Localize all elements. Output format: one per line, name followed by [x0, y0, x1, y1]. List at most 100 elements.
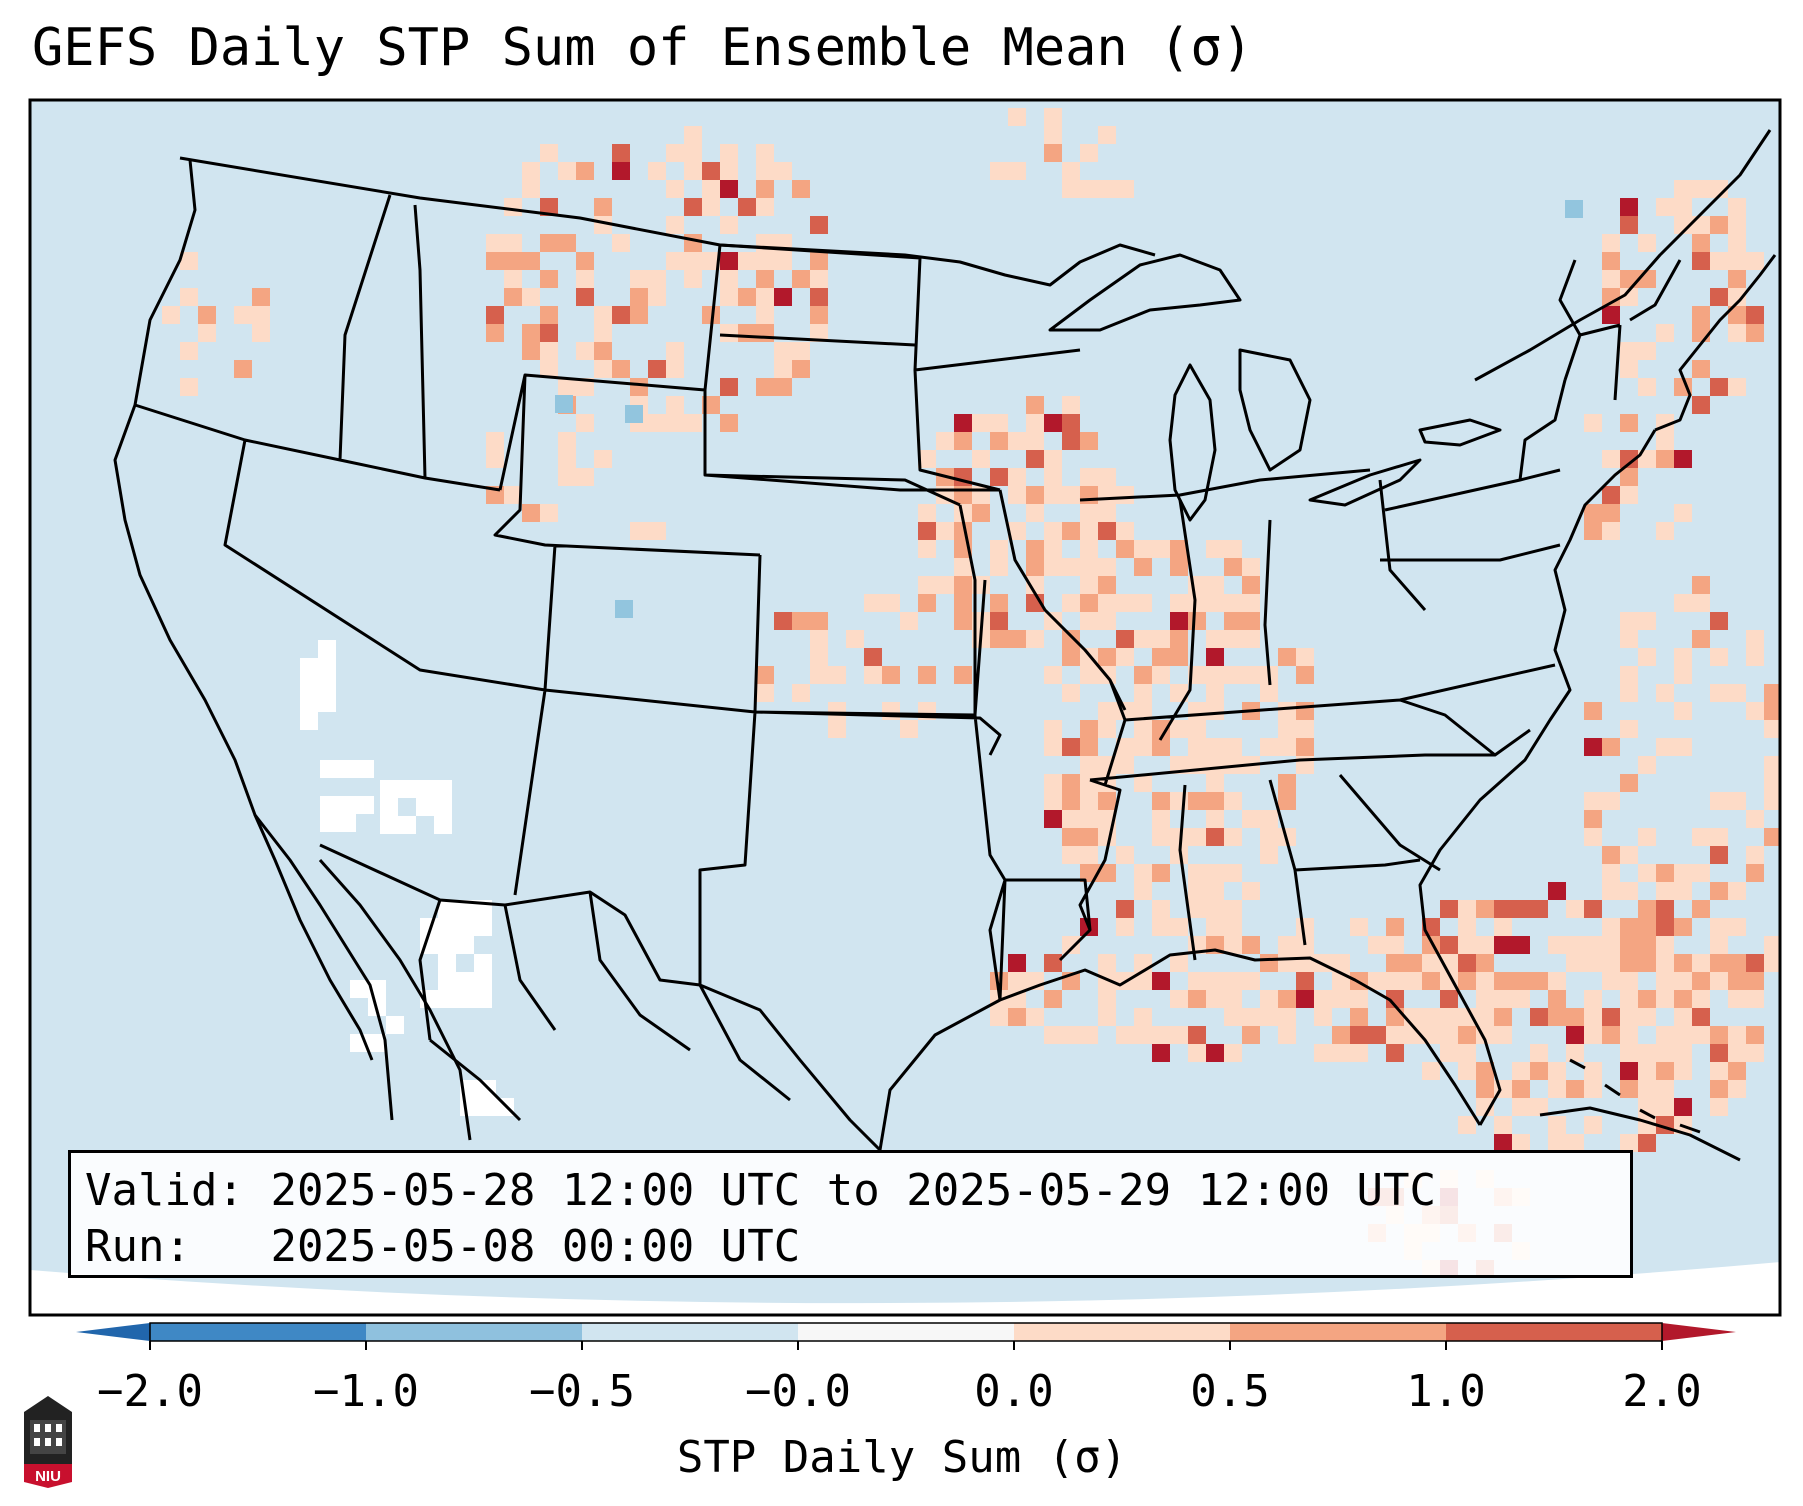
stp-cell: [1080, 540, 1098, 558]
stp-cell: [1674, 1062, 1692, 1080]
stp-cell: [702, 252, 720, 270]
stp-cell: [918, 666, 936, 684]
stp-cell: [1494, 990, 1512, 1008]
run-value: 2025-05-08 00:00 UTC: [270, 1221, 801, 1272]
stp-cell: [1656, 738, 1674, 756]
stp-cell: [1152, 666, 1170, 684]
stp-cell: [1584, 936, 1602, 954]
stp-cell: [1296, 972, 1314, 990]
stp-cell: [774, 612, 792, 630]
stp-cell: [180, 378, 198, 396]
stp-cell: [1440, 1008, 1458, 1026]
stp-cell: [1566, 1044, 1584, 1062]
stp-cell: [1494, 1026, 1512, 1044]
stp-cell: [1008, 522, 1026, 540]
stp-cell: [720, 180, 738, 198]
stp-cell: [1080, 432, 1098, 450]
stp-cell: [792, 342, 810, 360]
stp-cell: [1566, 1080, 1584, 1098]
us-canada-border: [179, 156, 1156, 287]
stp-cell: [1134, 1026, 1152, 1044]
stp-cell: [1728, 1080, 1746, 1098]
stp-cell: [1044, 1026, 1062, 1044]
stp-cell-neutral: [474, 918, 492, 936]
stp-cell: [864, 594, 882, 612]
stp-cell: [1602, 738, 1620, 756]
stp-cell: [1044, 450, 1062, 468]
stp-cell: [630, 378, 648, 396]
stp-cell: [1404, 972, 1422, 990]
stp-cell: [1656, 900, 1674, 918]
stp-cell: [1026, 576, 1044, 594]
stp-cell: [576, 252, 594, 270]
stp-cell: [1620, 288, 1638, 306]
stp-cell: [1656, 882, 1674, 900]
stp-cell: [522, 162, 540, 180]
stp-cell: [1692, 360, 1710, 378]
stp-cell: [1710, 612, 1728, 630]
stp-cell: [720, 252, 738, 270]
stp-cell: [1656, 1080, 1674, 1098]
stp-cell: [1062, 432, 1080, 450]
stp-cell: [1386, 972, 1404, 990]
stp-cell: [576, 414, 594, 432]
stp-cell: [1062, 1026, 1080, 1044]
stp-cell: [1602, 846, 1620, 864]
stp-cell-neutral: [438, 900, 456, 918]
stp-cell: [1620, 882, 1638, 900]
stp-cell: [1278, 1008, 1296, 1026]
stp-cell: [1062, 792, 1080, 810]
stp-cell: [1062, 846, 1080, 864]
stp-cell: [540, 270, 558, 288]
stp-cell: [1242, 882, 1260, 900]
stp-cell: [990, 558, 1008, 576]
stp-cell: [1620, 216, 1638, 234]
stp-cell: [1584, 1080, 1602, 1098]
stp-cell: [1710, 954, 1728, 972]
stp-cell-neutral: [438, 936, 456, 954]
stp-cell: [1152, 918, 1170, 936]
stp-cell: [1062, 594, 1080, 612]
stp-cell: [1278, 774, 1296, 792]
colorbar-segment: [582, 1323, 799, 1341]
stp-cell: [1656, 936, 1674, 954]
valid-label: Valid:: [85, 1165, 244, 1216]
stp-cell: [1332, 1044, 1350, 1062]
stp-cell: [1602, 918, 1620, 936]
stp-cell: [1062, 414, 1080, 432]
stp-cell: [1080, 756, 1098, 774]
stp-cell: [540, 360, 558, 378]
stp-cell: [1674, 450, 1692, 468]
stp-cell: [756, 162, 774, 180]
stp-cell: [1098, 504, 1116, 522]
stp-cell: [1116, 594, 1134, 612]
stp-cell: [1746, 324, 1764, 342]
colorbar-tick-label: −0.0: [745, 1366, 851, 1417]
stp-cell: [1098, 792, 1116, 810]
stp-cell: [1224, 666, 1242, 684]
stp-cell: [1080, 594, 1098, 612]
stp-cell-neutral: [318, 640, 336, 658]
stp-cell: [1368, 972, 1386, 990]
stp-cell: [720, 378, 738, 396]
stp-cell: [1638, 954, 1656, 972]
stp-cell: [1710, 1098, 1728, 1116]
stp-cell: [1746, 972, 1764, 990]
stp-cell: [1242, 1026, 1260, 1044]
stp-cell: [504, 234, 522, 252]
stp-cell: [612, 144, 630, 162]
stp-cell: [756, 684, 774, 702]
stp-cell: [1188, 738, 1206, 756]
stp-cell: [954, 432, 972, 450]
stp-cell: [774, 360, 792, 378]
stp-cell: [1206, 1044, 1224, 1062]
stp-cell: [486, 306, 504, 324]
stp-cell: [1044, 144, 1062, 162]
stp-cell: [1170, 990, 1188, 1008]
stp-cell: [1170, 1026, 1188, 1044]
colorbar-segment: [150, 1323, 367, 1341]
stp-cell: [540, 144, 558, 162]
stp-cell: [1728, 990, 1746, 1008]
stp-cell: [702, 306, 720, 324]
